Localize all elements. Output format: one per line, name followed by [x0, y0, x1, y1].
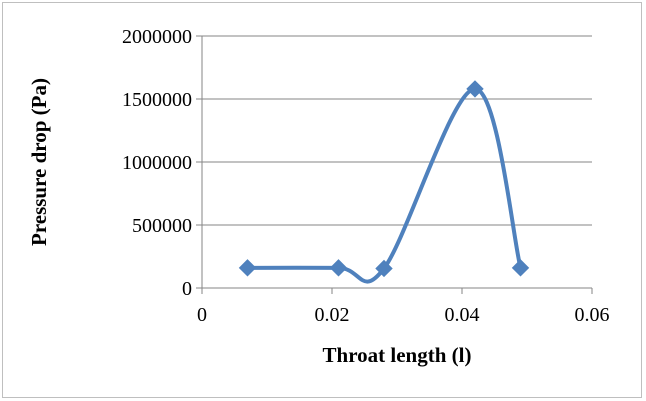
y-tick-label-4: 2000000 [122, 26, 192, 48]
tick-labels: 0 500000 1000000 1500000 2000000 0 0.02 0.04 0.0… [122, 26, 610, 326]
series-0-point-3 [466, 80, 484, 98]
series-0-segment-3 [473, 86, 523, 270]
x-tick-label-2: 0.04 [445, 304, 480, 326]
series-0-point-1 [329, 259, 348, 277]
y-tick-label-3: 1500000 [122, 89, 192, 111]
x-tick-label-3: 0.06 [575, 304, 610, 326]
chart-area [2, 2, 642, 398]
series-0-point-0 [238, 259, 257, 277]
axes [196, 35, 593, 294]
x-tick-label-0: 0 [197, 304, 207, 326]
series-0-point-2 [375, 259, 393, 278]
series-0-segment-2 [382, 86, 477, 271]
y-tick-label-1: 500000 [132, 215, 192, 237]
x-axis-title: Throat length (l) [323, 343, 472, 367]
grid-lines [202, 35, 592, 226]
y-tick-label-0: 0 [182, 278, 192, 300]
x-tick-label-1: 0.02 [315, 304, 350, 326]
y-axis-title: Pressure drop (Pa) [27, 78, 51, 246]
series-lines [245, 86, 523, 284]
data-markers [238, 80, 530, 278]
y-tick-label-2: 1000000 [122, 152, 192, 174]
series-0-point-4 [511, 259, 530, 277]
